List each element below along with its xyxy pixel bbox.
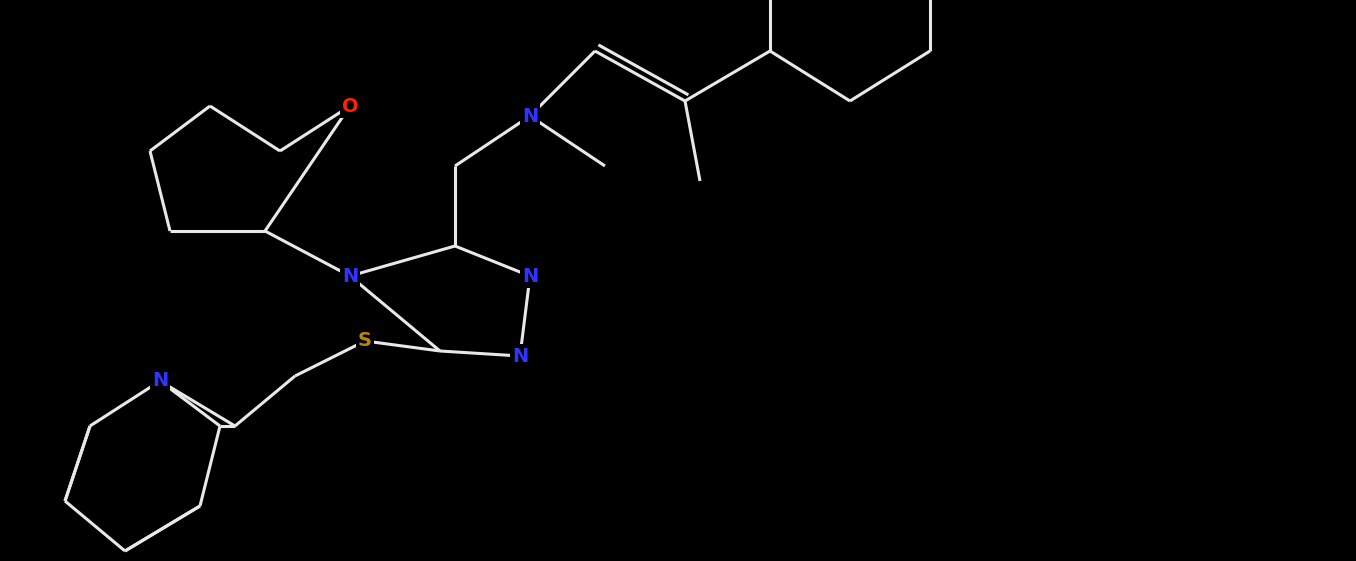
Text: N: N <box>152 371 168 390</box>
Text: N: N <box>342 266 358 286</box>
Text: N: N <box>522 266 538 286</box>
Text: N: N <box>511 347 527 366</box>
Text: N: N <box>522 107 538 126</box>
Text: S: S <box>358 332 372 351</box>
Text: O: O <box>342 96 358 116</box>
